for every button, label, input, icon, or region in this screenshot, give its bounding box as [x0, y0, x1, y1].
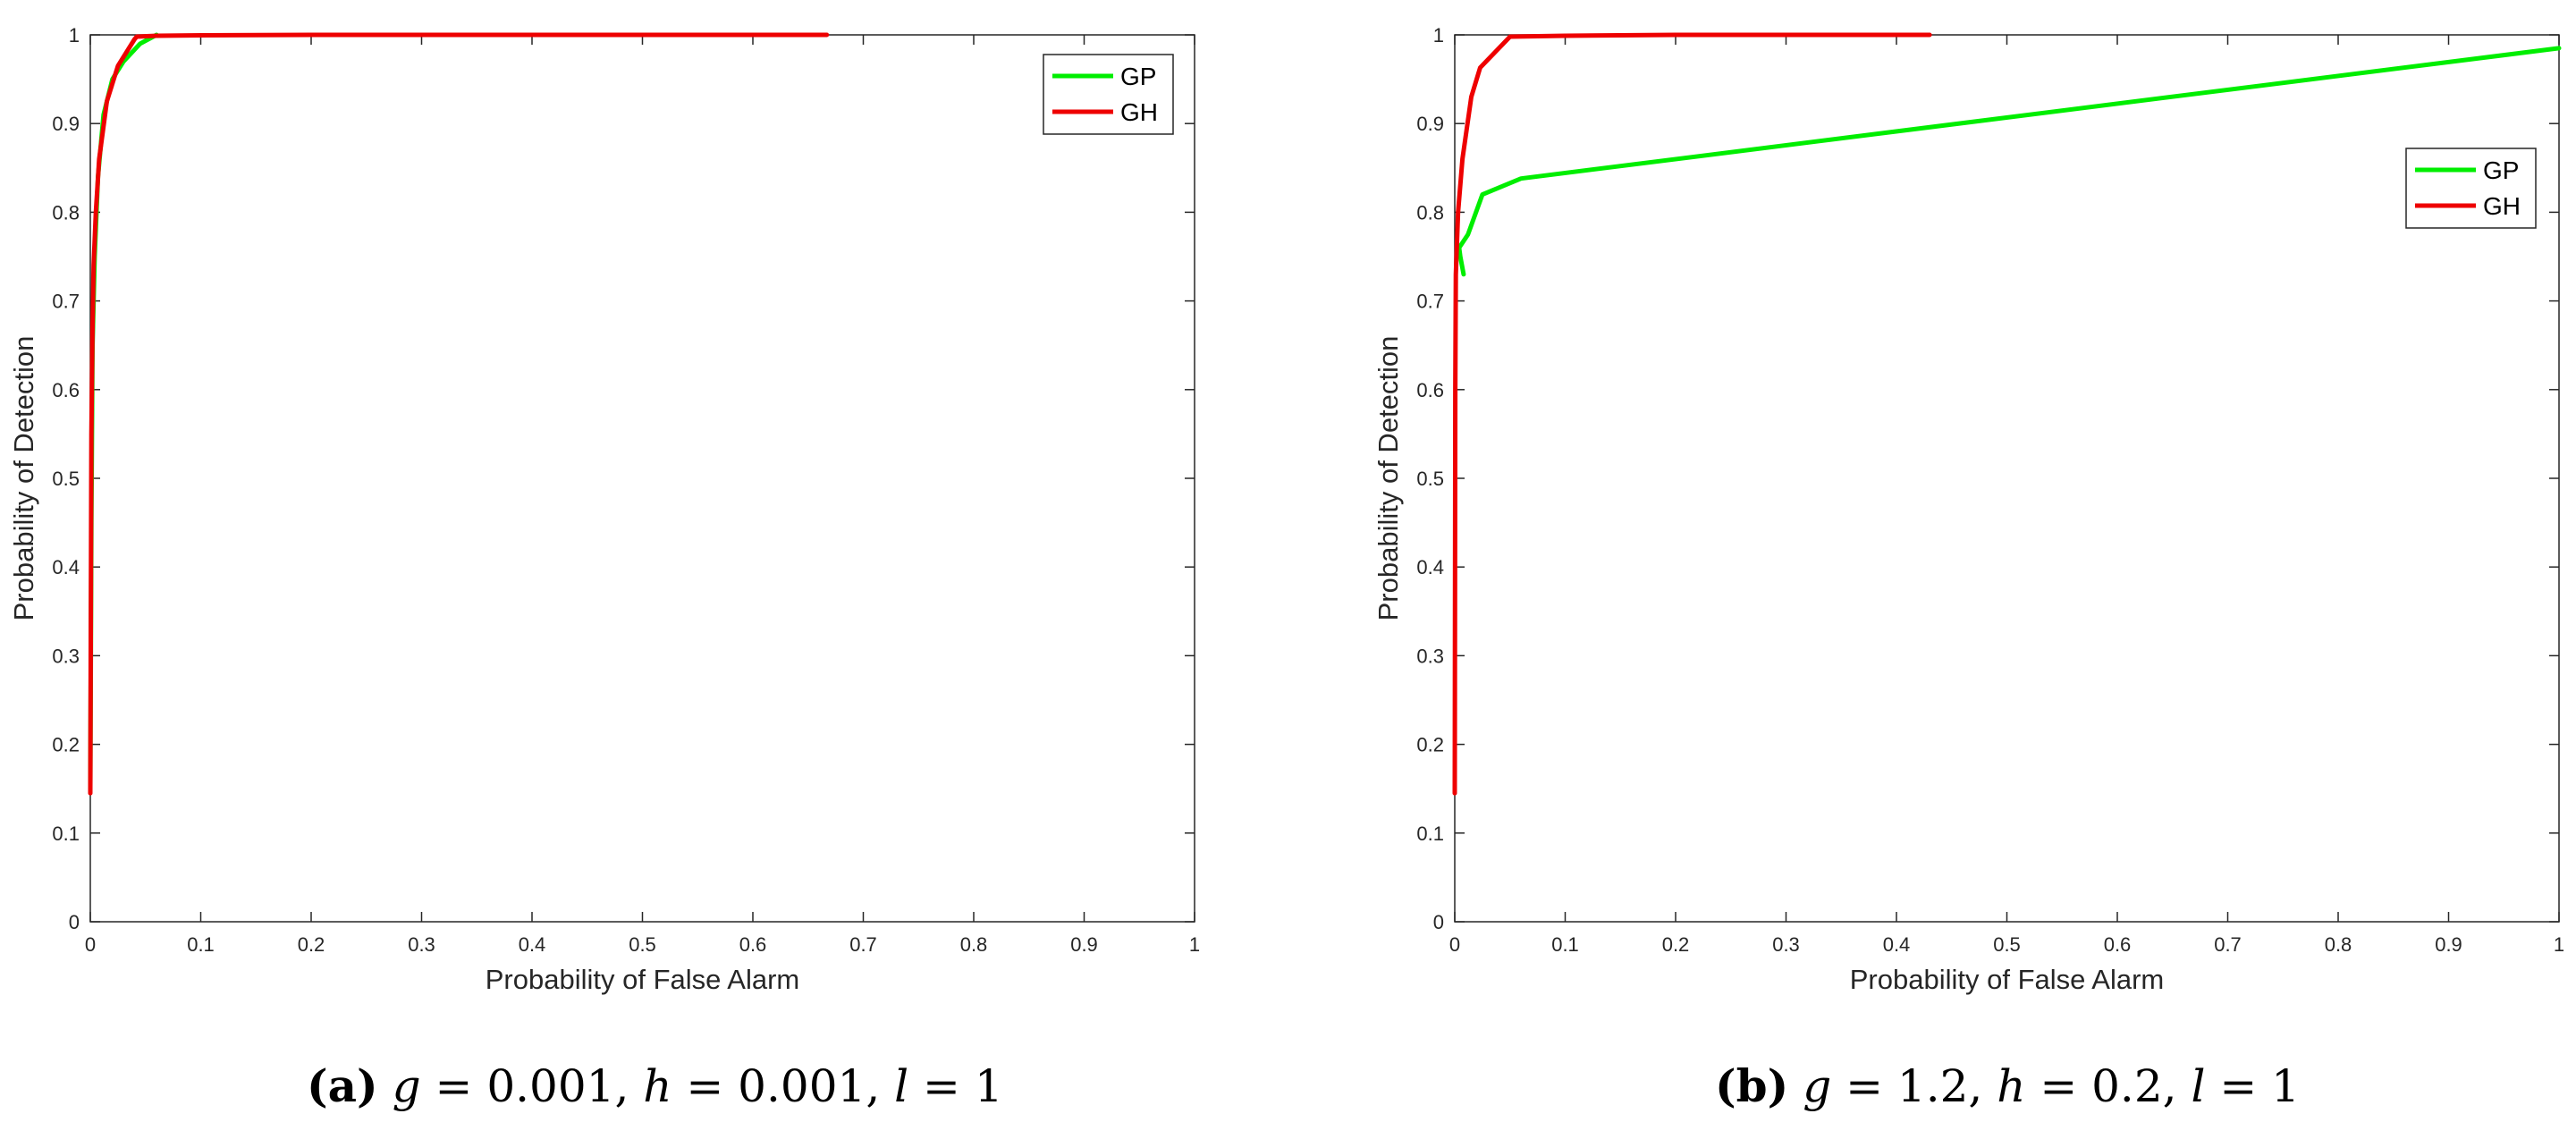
- caption-a: (a) g = 0.001, h = 0.001, l = 1: [307, 1059, 1003, 1112]
- x-tick-label: 1: [1189, 933, 1200, 956]
- x-tick-label: 0.9: [2435, 933, 2462, 956]
- y-tick-label: 0.9: [1416, 113, 1444, 135]
- x-tick-label: 0.7: [849, 933, 877, 956]
- legend-box: [2405, 148, 2537, 229]
- y-tick-label: 1: [69, 24, 80, 46]
- y-tick-label: 1: [1433, 24, 1444, 46]
- x-tick-label: 0.9: [1070, 933, 1098, 956]
- y-axis-label: Probability of Detection: [8, 336, 39, 621]
- chart-b: 0 0.1 0.2 0.3 0.4 0.5 0.6 0.7 0.8 0.9 1 0 0.1 0.2 0.3 0…: [1372, 24, 2564, 995]
- plot-frame: [89, 34, 1195, 923]
- plot-frame: [1454, 34, 2560, 923]
- x-axis-label: Probability of False Alarm: [486, 964, 799, 995]
- y-tick-label: 0.8: [1416, 201, 1444, 224]
- x-tick-label: 0.8: [960, 933, 988, 956]
- y-tick-label: 0.9: [52, 113, 80, 135]
- y-tick-label: 0.5: [52, 468, 80, 490]
- series-line-gh: [1452, 32, 1932, 796]
- x-tick-label: 0: [1449, 933, 1460, 956]
- caption-b: (b) g = 1.2, h = 0.2, l = 1: [1715, 1059, 2300, 1112]
- x-axis-label: Probability of False Alarm: [1850, 964, 2164, 995]
- x-tick-label: 0.8: [2325, 933, 2352, 956]
- x-tick-label: 0.1: [187, 933, 215, 956]
- caption-a-letter: (a): [307, 1059, 378, 1112]
- caption-b-l-symbol: l: [2191, 1060, 2206, 1112]
- series-line-gh: [88, 32, 830, 796]
- legend-label-gp: GP: [1120, 63, 1156, 90]
- x-tick-label: 0: [85, 933, 96, 956]
- y-tick-label: 0.6: [1416, 379, 1444, 401]
- y-tick-label: 0.6: [52, 379, 80, 401]
- caption-b-l-value: = 1: [2219, 1060, 2300, 1112]
- legend-label-gh: GH: [1120, 98, 1158, 126]
- y-tick-label: 0.5: [1416, 468, 1444, 490]
- caption-b-g-value: = 1.2,: [1845, 1060, 1983, 1112]
- x-tick-label: 0.7: [2214, 933, 2242, 956]
- y-tick-label: 0.7: [52, 291, 80, 313]
- y-tick-label: 0.4: [1416, 556, 1444, 578]
- y-tick-label: 0.4: [52, 556, 80, 578]
- series-line-gp: [1457, 46, 2562, 277]
- x-tick-label: 0.4: [519, 933, 546, 956]
- caption-b-letter: (b): [1715, 1059, 1789, 1112]
- caption-a-g-value: = 0.001,: [435, 1060, 629, 1112]
- x-tick-label: 1: [2554, 933, 2564, 956]
- y-tick-label: 0.1: [52, 823, 80, 845]
- legend-label-gh: GH: [2483, 192, 2521, 220]
- y-tick-label: 0.8: [52, 201, 80, 224]
- caption-a-h-symbol: h: [643, 1060, 672, 1112]
- x-tick-label: 0.2: [298, 933, 325, 956]
- y-tick-label: 0.7: [1416, 291, 1444, 313]
- y-axis-label: Probability of Detection: [1372, 336, 1404, 621]
- legend-box: [1043, 54, 1174, 135]
- x-tick-label: 0.5: [1993, 933, 2021, 956]
- x-tick-label: 0.3: [1772, 933, 1800, 956]
- chart-a: 0 0.1 0.2 0.3 0.4 0.5 0.6 0.7 0.8 0.9 1 0 0.1 0.2 0.3 0…: [8, 24, 1200, 995]
- x-tick-label: 0.4: [1883, 933, 1911, 956]
- caption-b-g-symbol: g: [1803, 1060, 1832, 1112]
- caption-a-g-symbol: g: [392, 1060, 421, 1112]
- y-tick-label: 0: [1433, 911, 1444, 933]
- y-tick-label: 0.2: [1416, 734, 1444, 756]
- x-tick-label: 0.6: [2104, 933, 2132, 956]
- caption-a-h-value: = 0.001,: [686, 1060, 881, 1112]
- y-tick-label: 0: [69, 911, 80, 933]
- x-tick-label: 0.3: [408, 933, 435, 956]
- caption-b-h-value: = 0.2,: [2040, 1060, 2177, 1112]
- x-tick-label: 0.5: [629, 933, 656, 956]
- legend-label-gp: GP: [2483, 156, 2519, 184]
- caption-b-h-symbol: h: [1997, 1060, 2026, 1112]
- y-tick-label: 0.3: [1416, 645, 1444, 667]
- y-tick-label: 0.1: [1416, 823, 1444, 845]
- y-tick-label: 0.3: [52, 645, 80, 667]
- x-tick-label: 0.6: [739, 933, 767, 956]
- x-tick-label: 0.2: [1662, 933, 1690, 956]
- caption-a-l-symbol: l: [894, 1060, 909, 1112]
- x-tick-label: 0.1: [1551, 933, 1579, 956]
- caption-a-l-value: = 1: [923, 1060, 1003, 1112]
- y-tick-label: 0.2: [52, 734, 80, 756]
